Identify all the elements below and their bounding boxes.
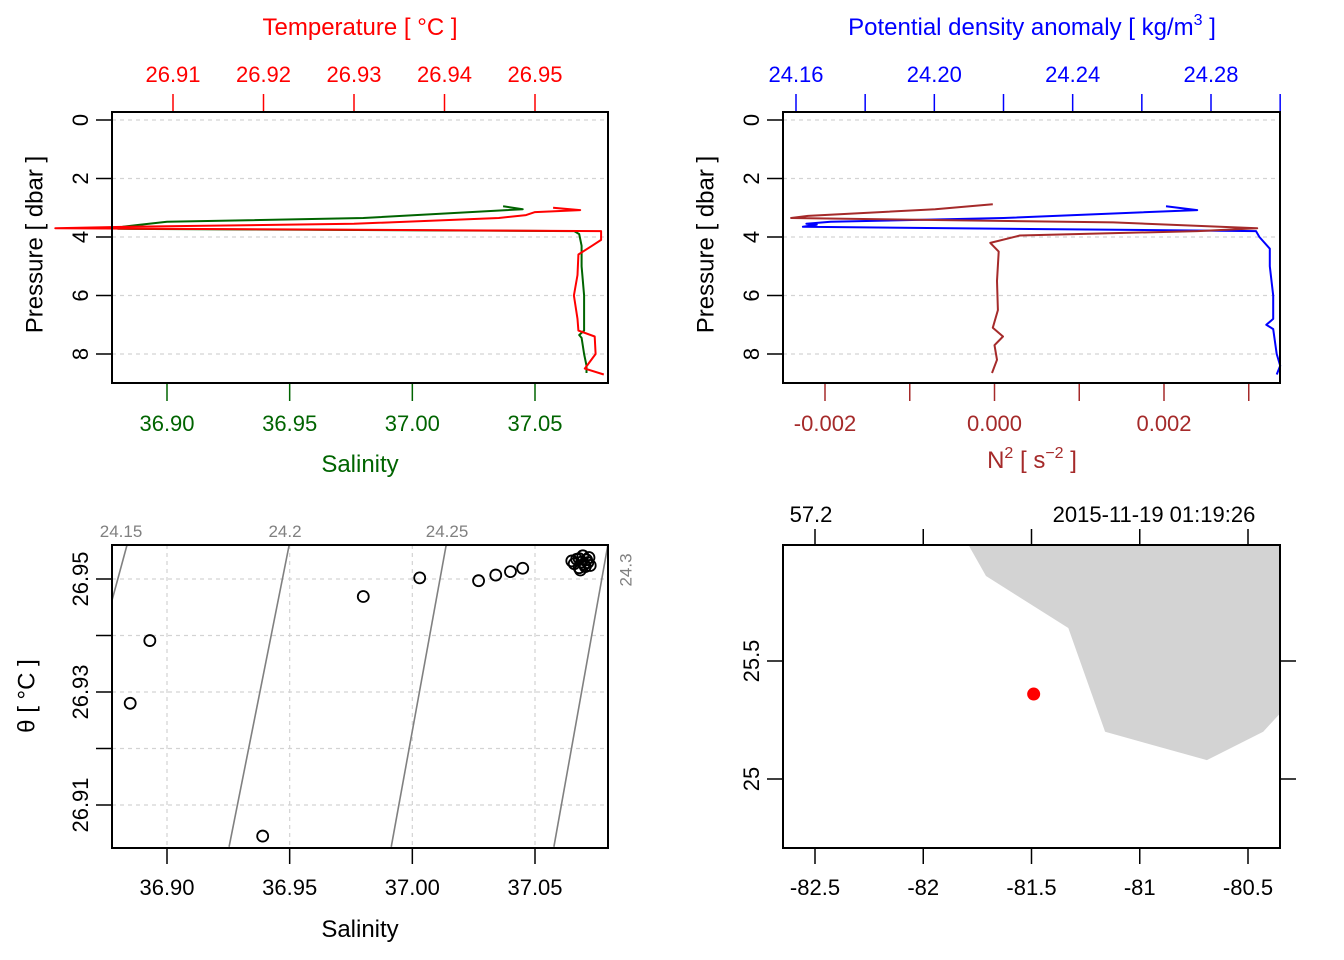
station-marker: [1027, 687, 1041, 701]
y-tick-label: 2: [68, 172, 93, 184]
x-tick-label: -82: [907, 875, 939, 900]
top-axis-tick-label: 26.92: [236, 62, 291, 87]
y-tick-label: 0: [739, 114, 764, 126]
isopycnal-label: 24.15: [100, 522, 143, 541]
bottom-axis-tick-label: 0.002: [1136, 411, 1191, 436]
top-axis-tick-label: 24.28: [1183, 62, 1238, 87]
y-tick-label: 0: [68, 114, 93, 126]
plot-frame: [782, 544, 1281, 849]
x-tick-label: -80.5: [1223, 875, 1273, 900]
data-point: [573, 563, 587, 577]
top-axis-tick-label: 26.93: [326, 62, 381, 87]
x-tick-label: 36.90: [139, 875, 194, 900]
data-point: [516, 561, 530, 575]
plot-frame: [111, 544, 609, 849]
y-tick-label: 25.5: [739, 640, 764, 683]
x-tick-label: 36.95: [262, 875, 317, 900]
top-axis-tick-label: 26.91: [145, 62, 200, 87]
y-tick-label: 6: [739, 289, 764, 301]
bottom-axis-title: N2 [ s−2 ]: [987, 445, 1077, 474]
bottom-axis-tick-label: 37.05: [507, 411, 562, 436]
y-tick-label: 8: [68, 348, 93, 360]
x-tick-label: 37.05: [507, 875, 562, 900]
panel-density-n2-profile: 0 2 4 6 8 Pressure [ dbar ] 24.16 24.20 24.24 24.…: [692, 12, 1282, 474]
y-axis-label: Pressure [ dbar ]: [21, 156, 48, 333]
top-axis-title: Potential density anomaly [ kg/m3 ]: [848, 12, 1216, 41]
isopycnal-label: 24.2: [268, 522, 301, 541]
data-point: [123, 696, 137, 710]
isopycnal-line: [112, 545, 128, 600]
station-time-label: 2015-11-19 01:19:26: [1053, 502, 1256, 527]
bottom-axis-tick-label: 36.95: [262, 411, 317, 436]
top-axis-tick-label: 24.20: [907, 62, 962, 87]
series-line-temperature: [54, 206, 605, 376]
bottom-axis-title: Salinity: [321, 451, 398, 478]
top-axis-title: Temperature [ °C ]: [263, 14, 458, 41]
x-tick-label: -82.5: [790, 875, 840, 900]
y-tick-label: 4: [739, 231, 764, 243]
series-line-n2: [790, 203, 1259, 374]
x-axis-label: Salinity: [321, 916, 398, 943]
isopycnal-line: [553, 545, 608, 847]
depth-label: 57.2: [790, 502, 833, 527]
plot-frame: [111, 111, 609, 384]
y-tick-label: 26.95: [68, 551, 93, 606]
y-axis-label: θ [ °C ]: [13, 659, 40, 733]
top-axis-tick-label: 26.94: [417, 62, 472, 87]
bottom-axis-tick-label: 37.00: [385, 411, 440, 436]
y-tick-label: 6: [68, 289, 93, 301]
data-point: [256, 829, 270, 843]
series-line-potential-density-anomaly: [801, 205, 1282, 375]
data-point: [143, 634, 157, 647]
y-tick-label: 26.91: [68, 777, 93, 832]
bottom-axis-tick-label: -0.002: [794, 411, 856, 436]
data-point: [489, 568, 503, 582]
land-group: [968, 545, 1280, 761]
y-tick-label: 8: [739, 348, 764, 360]
x-tick-label: -81: [1124, 875, 1156, 900]
top-axis-tick-label: 24.24: [1045, 62, 1100, 87]
y-axis-label: Pressure [ dbar ]: [692, 156, 719, 333]
isopycnal-line: [228, 545, 290, 847]
panel-ts-diagram: 24.15 24.2 24.25 24.3 36.90 36.95 37.00 37.05 26…: [13, 522, 635, 943]
land-polygon: [968, 545, 1280, 761]
plot-frame: [782, 111, 1281, 384]
panel-temperature-salinity-profile: 0 2 4 6 8 Pressure [ dbar ] 26.91 26.92 26.93 26.…: [21, 14, 609, 478]
data-point: [576, 549, 590, 563]
panel-location-map: -82.5 -82 -81.5 -81 -80.5 57.2 2015-11-19 01:1…: [739, 502, 1296, 900]
y-tick-label: 4: [68, 231, 93, 243]
y-tick-label: 2: [739, 172, 764, 184]
top-axis-tick-label: 24.16: [768, 62, 823, 87]
y-tick-label: 25: [739, 767, 764, 791]
bottom-axis-tick-label: 0.000: [967, 411, 1022, 436]
x-tick-label: -81.5: [1006, 875, 1056, 900]
data-point: [504, 565, 517, 579]
data-point: [356, 590, 370, 603]
isopycnal-label: 24.3: [616, 553, 635, 586]
data-point: [472, 574, 485, 588]
data-point: [413, 571, 427, 585]
isopycnal-group: [112, 545, 608, 847]
top-axis-tick-label: 26.95: [507, 62, 562, 87]
bottom-axis-tick-label: 36.90: [139, 411, 194, 436]
y-tick-label: 26.93: [68, 664, 93, 719]
isopycnal-line: [390, 545, 447, 847]
x-tick-label: 37.00: [385, 875, 440, 900]
isopycnal-label: 24.25: [426, 522, 469, 541]
series-line-salinity: [116, 205, 588, 373]
